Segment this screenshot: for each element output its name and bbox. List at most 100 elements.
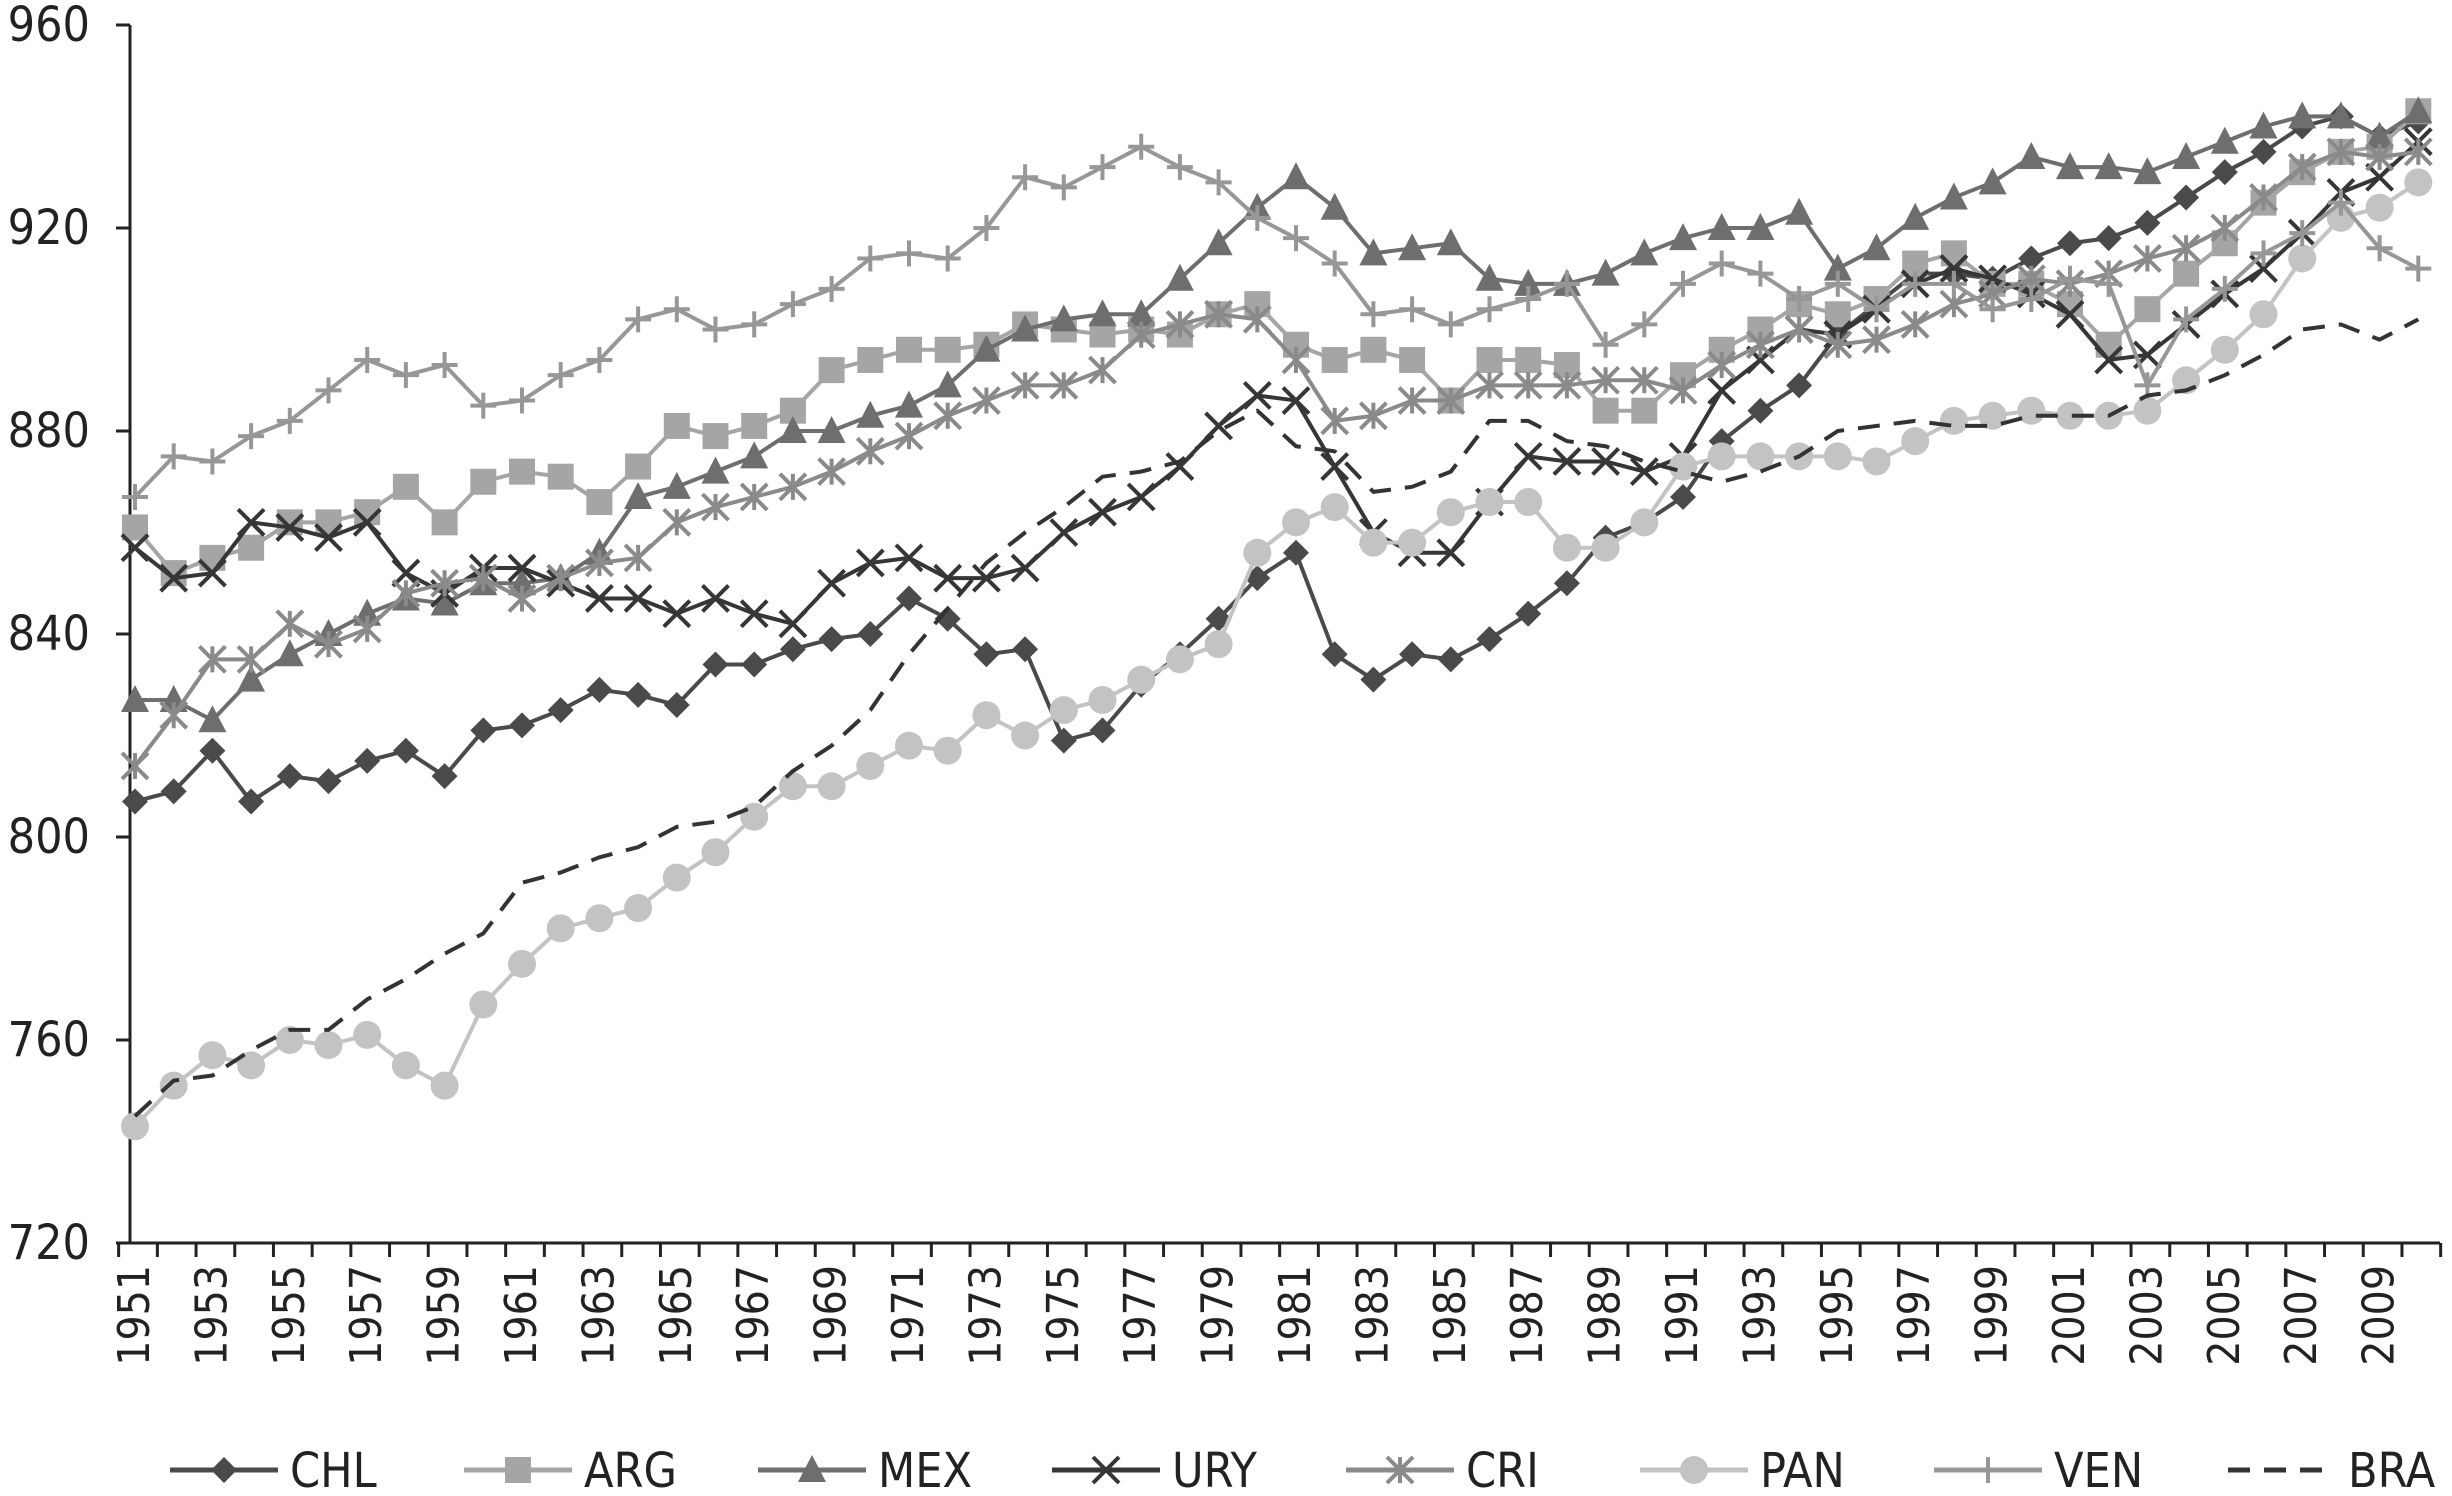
x-tick-label: 1987 <box>1502 1265 1553 1366</box>
x-tick-label: 1967 <box>728 1265 779 1366</box>
data-point-mex <box>624 481 653 509</box>
data-point-pan <box>159 1071 188 1100</box>
legend-marker-cri <box>1385 1455 1415 1485</box>
data-point-chl <box>818 626 845 653</box>
data-point-ven <box>1012 164 1039 191</box>
x-tick-label: 1985 <box>1425 1265 1476 1366</box>
data-point-cri <box>352 614 382 644</box>
data-point-chl <box>2250 138 2277 165</box>
data-point-chl <box>1786 372 1813 399</box>
data-point-mex <box>275 639 304 667</box>
data-point-mex <box>740 441 769 469</box>
data-point-ury <box>1513 441 1543 471</box>
data-point-pan <box>1552 533 1581 562</box>
data-point-ven <box>1283 225 1309 252</box>
data-point-pan <box>1669 452 1697 481</box>
data-point-pan <box>1746 442 1775 471</box>
data-point-chl <box>1321 641 1348 668</box>
data-point-pan <box>740 802 769 831</box>
data-point-arg <box>1592 397 1619 424</box>
data-point-mex <box>1282 162 1310 190</box>
data-point-mex <box>353 598 382 626</box>
legend-item-cri: CRI <box>1346 1443 1539 1496</box>
data-point-pan <box>1514 488 1543 517</box>
data-point-cri <box>197 644 227 674</box>
data-point-ven <box>702 316 729 343</box>
data-point-chl <box>2095 225 2122 252</box>
data-point-ven <box>2366 235 2393 262</box>
data-point-pan <box>778 772 807 801</box>
data-point-cri <box>2403 137 2433 167</box>
legend-item-mex: MEX <box>758 1443 972 1496</box>
data-point-ven <box>1940 270 1967 297</box>
data-point-arg <box>1940 240 1967 267</box>
data-point-chl <box>509 712 535 739</box>
data-point-pan <box>546 914 575 943</box>
data-point-arg <box>2134 296 2161 323</box>
data-point-cri <box>1397 386 1427 415</box>
data-point-mex <box>1436 228 1465 256</box>
data-point-ury <box>584 584 614 613</box>
data-point-mex <box>2172 141 2201 169</box>
data-point-ury <box>1629 457 1659 487</box>
data-point-cri <box>855 436 885 466</box>
data-point-ury <box>894 543 924 573</box>
data-point-pan <box>353 1020 382 1049</box>
data-point-arg <box>2173 260 2200 287</box>
legend-item-ury: URY <box>1052 1443 1258 1496</box>
data-point-pan <box>391 1051 420 1080</box>
data-point-ven <box>1592 331 1619 358</box>
x-tick-label: 1991 <box>1657 1265 1708 1366</box>
data-point-ven <box>1670 270 1696 297</box>
data-point-pan <box>121 1112 149 1141</box>
data-point-mex <box>1127 299 1156 327</box>
data-point-ury <box>971 563 1001 593</box>
data-point-cri <box>1436 386 1466 415</box>
data-point-arg <box>315 509 342 536</box>
data-point-cri <box>236 644 266 674</box>
x-tick-label: 2009 <box>2354 1265 2405 1366</box>
data-point-arg <box>1360 336 1387 363</box>
legend-marker-mex <box>798 1455 826 1482</box>
data-point-pan <box>2210 335 2239 364</box>
data-point-pan <box>2249 300 2278 329</box>
data-point-arg <box>896 336 922 363</box>
legend-label-ven: VEN <box>2054 1443 2143 1496</box>
data-point-mex <box>817 416 846 443</box>
data-point-cri <box>1862 325 1891 355</box>
x-tick-label: 1975 <box>1038 1265 1089 1366</box>
data-point-mex <box>1320 192 1349 220</box>
data-point-pan <box>1049 696 1078 725</box>
data-point-pan <box>1320 493 1349 522</box>
data-point-chl <box>663 692 690 719</box>
data-point-ury <box>1204 411 1234 441</box>
data-point-cri <box>1165 310 1195 339</box>
data-point-chl <box>857 621 884 647</box>
data-point-chl <box>1476 626 1503 653</box>
data-point-cri <box>159 700 189 730</box>
data-point-chl <box>2134 209 2161 236</box>
x-tick-label: 1957 <box>341 1265 392 1366</box>
series-line-ury <box>133 140 2420 626</box>
data-point-ven <box>509 387 535 414</box>
data-point-ven <box>1708 250 1735 277</box>
data-point-pan <box>972 701 1001 730</box>
data-point-ven <box>857 245 884 272</box>
data-point-cri <box>507 584 537 613</box>
legend-label-ury: URY <box>1172 1443 1258 1496</box>
axes: 720 760 800 840 880 920 960 1951 1953 1955 1957 195… <box>8 0 2443 1366</box>
data-point-mex <box>2210 126 2239 154</box>
series-bra <box>133 317 2420 1118</box>
data-point-pan <box>1165 645 1194 674</box>
data-point-ven <box>1515 286 1542 313</box>
data-point-pan <box>1204 630 1233 659</box>
data-point-pan <box>585 904 614 933</box>
data-point-mex <box>2056 152 2084 180</box>
data-point-cri <box>1475 370 1504 400</box>
data-point-cri <box>933 401 963 431</box>
data-point-cri <box>817 457 847 487</box>
legend-label-chl: CHL <box>290 1443 377 1496</box>
data-point-ven <box>1089 154 1116 181</box>
data-point-ury <box>739 599 769 629</box>
y-tick-label: 960 <box>8 0 90 53</box>
